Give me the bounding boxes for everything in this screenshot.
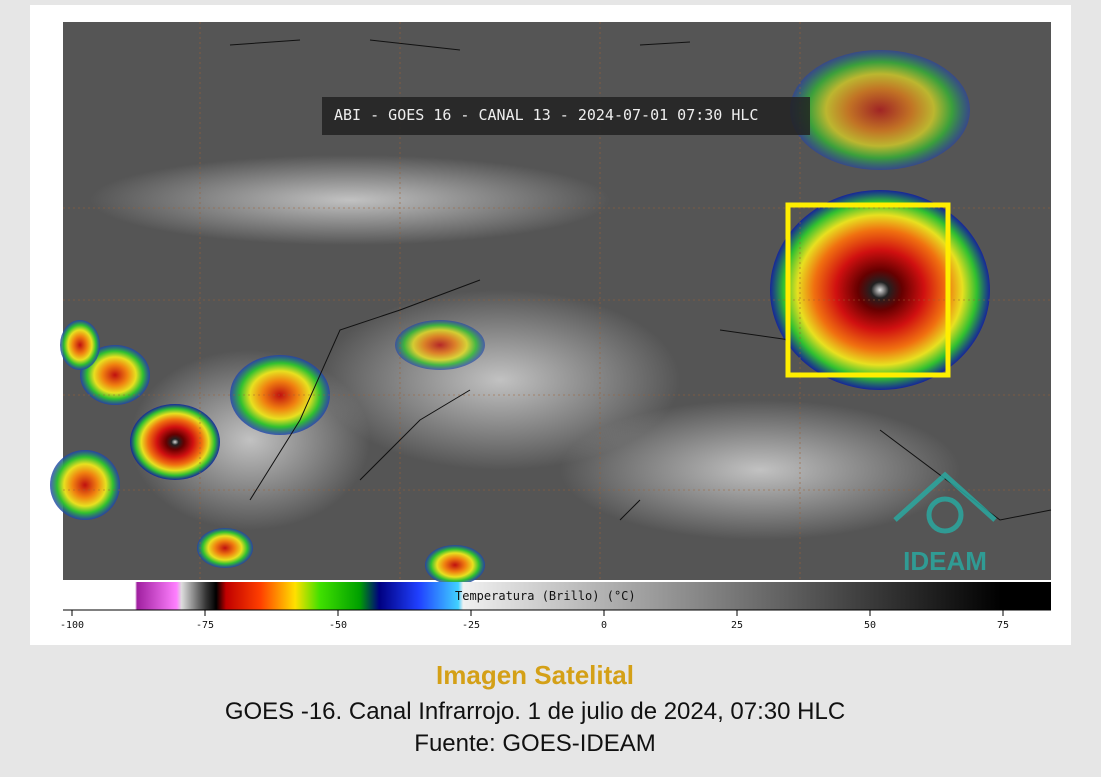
caption-source: Fuente: GOES-IDEAM [414, 730, 655, 757]
logo: IDEAM [903, 546, 987, 576]
colorbar-tick-label: -50 [329, 620, 347, 631]
colorbar-tick-label: 0 [601, 620, 607, 631]
colorbar-label: Temperatura (Brillo) (°C) [455, 589, 636, 603]
caption-line: GOES -16. Canal Infrarrojo. 1 de julio d… [225, 698, 845, 725]
colorbar-tick-label: -100 [60, 620, 84, 631]
colorbar-tick-label: 75 [997, 620, 1009, 631]
colorbar: Temperatura (Brillo) (°C) -100 -75 -50 -25 0… [60, 582, 1051, 631]
colorbar-tick-label: 50 [864, 620, 876, 631]
highlight-box [785, 202, 951, 378]
colorbar-tick-label: -75 [196, 620, 214, 631]
satellite-image: ABI - GOES 16 - CANAL 13 - 2024-07-01 07… [50, 22, 1052, 585]
colorbar-tick-label: 25 [731, 620, 743, 631]
colorbar-tick-label: -25 [462, 620, 480, 631]
caption-title: Imagen Satelital [436, 660, 634, 690]
overlay-title: ABI - GOES 16 - CANAL 13 - 2024-07-01 07… [334, 106, 758, 124]
